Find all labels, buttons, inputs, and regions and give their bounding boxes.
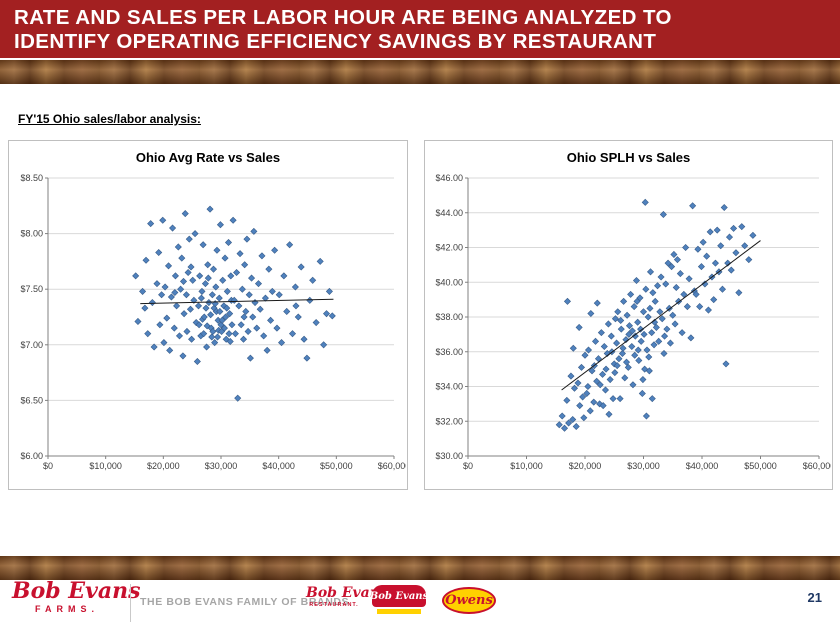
wood-texture-divider-bottom <box>0 556 840 580</box>
svg-text:$7.50: $7.50 <box>20 284 43 294</box>
svg-text:$50,000: $50,000 <box>320 461 353 471</box>
chart-title-splh: Ohio SPLH vs Sales <box>566 150 691 165</box>
analysis-section-label: FY'15 Ohio sales/labor analysis: <box>18 112 201 126</box>
svg-text:$30.00: $30.00 <box>435 451 463 461</box>
bob-evans-restaurant-logo: Bob Evans RESTAURANT. <box>306 585 388 609</box>
svg-text:$8.00: $8.00 <box>20 229 43 239</box>
footer-bar: Bob Evans FARMS. THE BOB EVANS FAMILY OF… <box>0 580 840 630</box>
svg-text:$32.00: $32.00 <box>435 416 463 426</box>
svg-text:$40,000: $40,000 <box>686 461 719 471</box>
grocery-logo-badge: Bob Evans <box>369 585 429 607</box>
farms-logo-script: Bob Evans <box>12 578 141 604</box>
avg-rate-scatter-plot: $6.00 $6.50 $7.00 $7.50 $8.00 $8.50 $0 $10,000 $… <box>20 173 406 471</box>
svg-text:$42.00: $42.00 <box>435 243 463 253</box>
svg-text:$7.00: $7.00 <box>20 340 43 350</box>
svg-text:$30,000: $30,000 <box>627 461 660 471</box>
slide-title-line1: RATE AND SALES PER LABOR HOUR ARE BEING … <box>14 6 672 29</box>
svg-text:$30,000: $30,000 <box>205 461 238 471</box>
svg-text:$44.00: $44.00 <box>435 208 463 218</box>
farms-logo-sub: FARMS. <box>34 604 99 614</box>
svg-text:$46.00: $46.00 <box>435 173 463 183</box>
svg-text:$34.00: $34.00 <box>435 382 463 392</box>
footer-divider <box>130 584 131 622</box>
wood-texture-divider-top <box>0 60 840 84</box>
svg-text:$60,000: $60,000 <box>378 461 406 471</box>
svg-text:$60,000: $60,000 <box>803 461 831 471</box>
svg-text:$50,000: $50,000 <box>744 461 777 471</box>
restaurant-logo-script: Bob Evans <box>306 585 388 601</box>
grocery-logo-ribbon <box>377 609 421 614</box>
svg-text:$10,000: $10,000 <box>510 461 543 471</box>
svg-text:$40.00: $40.00 <box>435 277 463 287</box>
owens-logo: Owens <box>442 587 496 614</box>
svg-text:$6.50: $6.50 <box>20 395 43 405</box>
splh-vs-sales-chart: Ohio SPLH vs Sales $30.00 $32.00 $34.00 $36… <box>424 140 833 490</box>
svg-text:$0: $0 <box>463 461 473 471</box>
svg-text:$10,000: $10,000 <box>89 461 122 471</box>
svg-text:$20,000: $20,000 <box>147 461 180 471</box>
svg-text:$20,000: $20,000 <box>569 461 602 471</box>
slide-title-line2: IDENTIFY OPERATING EFFICIENCY SAVINGS BY… <box>14 30 657 53</box>
chart-title-avg-rate: Ohio Avg Rate vs Sales <box>135 150 281 165</box>
svg-text:$36.00: $36.00 <box>435 347 463 357</box>
slide-title-banner: RATE AND SALES PER LABOR HOUR ARE BEING … <box>0 0 840 58</box>
family-of-brands-text: THE BOB EVANS FAMILY OF BRANDS <box>140 596 350 608</box>
svg-text:$38.00: $38.00 <box>435 312 463 322</box>
grocery-logo-script: Bob Evans <box>369 590 429 602</box>
page-number: 21 <box>807 590 822 605</box>
svg-text:$6.00: $6.00 <box>20 451 43 461</box>
svg-text:$8.50: $8.50 <box>20 173 43 183</box>
splh-scatter-plot: $30.00 $32.00 $34.00 $36.00 $38.00 $40.00 $42.… <box>435 173 831 471</box>
restaurant-logo-sub: RESTAURANT. <box>309 602 359 608</box>
svg-text:$0: $0 <box>43 461 53 471</box>
bob-evans-grocery-logo: Bob Evans <box>369 585 429 614</box>
owens-logo-script: Owens <box>445 593 493 608</box>
svg-text:$40,000: $40,000 <box>262 461 295 471</box>
avg-rate-vs-sales-chart: Ohio Avg Rate vs Sales $6.00 $6.50 $7.00 $7… <box>8 140 408 490</box>
bob-evans-farms-logo: Bob Evans FARMS. <box>12 578 141 615</box>
